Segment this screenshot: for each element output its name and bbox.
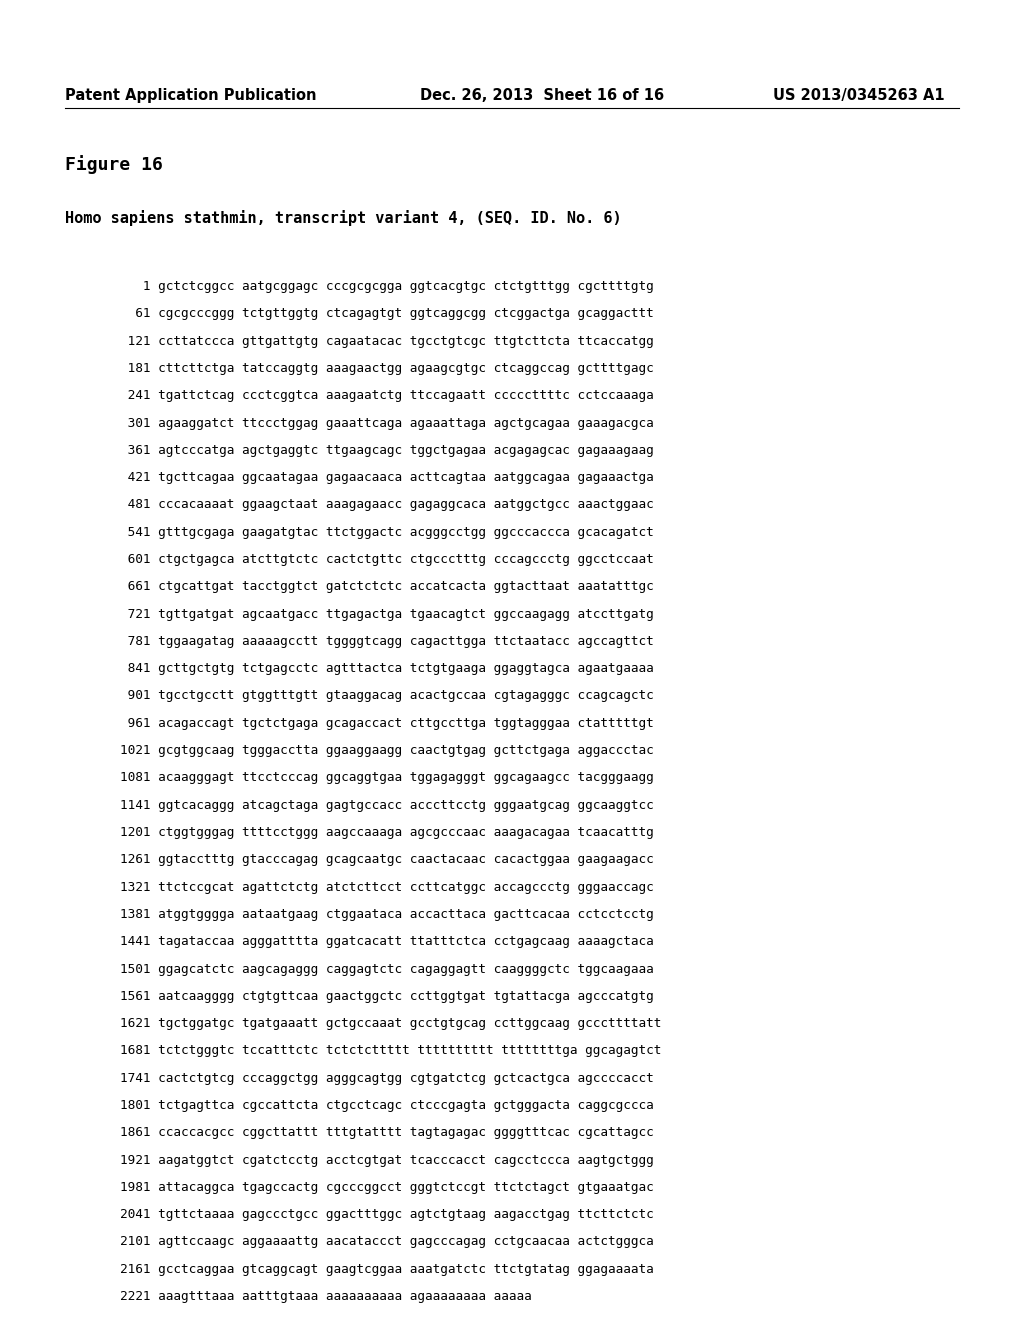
Text: 1921 aagatggtct cgatctcctg acctcgtgat tcacccacct cagcctccca aagtgctggg: 1921 aagatggtct cgatctcctg acctcgtgat tc…: [120, 1154, 653, 1167]
Text: 121 ccttatccca gttgattgtg cagaatacac tgcctgtcgc ttgtcttcta ttcaccatgg: 121 ccttatccca gttgattgtg cagaatacac tgc…: [120, 334, 653, 347]
Text: 181 cttcttctga tatccaggtg aaagaactgg agaagcgtgc ctcaggccag gcttttgagc: 181 cttcttctga tatccaggtg aaagaactgg aga…: [120, 362, 653, 375]
Text: 1501 ggagcatctc aagcagaggg caggagtctc cagaggagtt caaggggctc tggcaagaaa: 1501 ggagcatctc aagcagaggg caggagtctc ca…: [120, 962, 653, 975]
Text: 301 agaaggatct ttccctggag gaaattcaga agaaattaga agctgcagaa gaaagacgca: 301 agaaggatct ttccctggag gaaattcaga aga…: [120, 417, 653, 429]
Text: 1201 ctggtgggag ttttcctggg aagccaaaga agcgcccaac aaagacagaa tcaacatttg: 1201 ctggtgggag ttttcctggg aagccaaaga ag…: [120, 826, 653, 840]
Text: 1741 cactctgtcg cccaggctgg agggcagtgg cgtgatctcg gctcactgca agccccacct: 1741 cactctgtcg cccaggctgg agggcagtgg cg…: [120, 1072, 653, 1085]
Text: 1981 attacaggca tgagccactg cgcccggcct gggtctccgt ttctctagct gtgaaatgac: 1981 attacaggca tgagccactg cgcccggcct gg…: [120, 1181, 653, 1193]
Text: 361 agtcccatga agctgaggtc ttgaagcagc tggctgagaa acgagagcac gagaaagaag: 361 agtcccatga agctgaggtc ttgaagcagc tgg…: [120, 444, 653, 457]
Text: 661 ctgcattgat tacctggtct gatctctctc accatcacta ggtacttaat aaatatttgc: 661 ctgcattgat tacctggtct gatctctctc acc…: [120, 581, 653, 593]
Text: 2221 aaagtttaaa aatttgtaaa aaaaaaaaaa agaaaaaaaa aaaaa: 2221 aaagtttaaa aatttgtaaa aaaaaaaaaa ag…: [120, 1290, 531, 1303]
Text: 1321 ttctccgcat agattctctg atctcttcct ccttcatggc accagccctg gggaaccagc: 1321 ttctccgcat agattctctg atctcttcct cc…: [120, 880, 653, 894]
Text: 1 gctctcggcc aatgcggagc cccgcgcgga ggtcacgtgc ctctgtttgg cgcttttgtg: 1 gctctcggcc aatgcggagc cccgcgcgga ggtca…: [120, 280, 653, 293]
Text: Dec. 26, 2013  Sheet 16 of 16: Dec. 26, 2013 Sheet 16 of 16: [420, 88, 664, 103]
Text: 481 cccacaaaat ggaagctaat aaagagaacc gagaggcaca aatggctgcc aaactggaac: 481 cccacaaaat ggaagctaat aaagagaacc gag…: [120, 499, 653, 511]
Text: US 2013/0345263 A1: US 2013/0345263 A1: [773, 88, 945, 103]
Text: 1681 tctctgggtc tccatttctc tctctcttttt tttttttttt ttttttttga ggcagagtct: 1681 tctctgggtc tccatttctc tctctcttttt t…: [120, 1044, 662, 1057]
Text: 841 gcttgctgtg tctgagcctc agtttactca tctgtgaaga ggaggtagca agaatgaaaa: 841 gcttgctgtg tctgagcctc agtttactca tct…: [120, 663, 653, 676]
Text: 61 cgcgcccggg tctgttggtg ctcagagtgt ggtcaggcgg ctcggactga gcaggacttt: 61 cgcgcccggg tctgttggtg ctcagagtgt ggtc…: [120, 308, 653, 321]
Text: 421 tgcttcagaa ggcaatagaa gagaacaaca acttcagtaa aatggcagaa gagaaactga: 421 tgcttcagaa ggcaatagaa gagaacaaca act…: [120, 471, 653, 484]
Text: 1621 tgctggatgc tgatgaaatt gctgccaaat gcctgtgcag ccttggcaag gcccttttatt: 1621 tgctggatgc tgatgaaatt gctgccaaat gc…: [120, 1018, 662, 1030]
Text: 721 tgttgatgat agcaatgacc ttgagactga tgaacagtct ggccaagagg atccttgatg: 721 tgttgatgat agcaatgacc ttgagactga tga…: [120, 607, 653, 620]
Text: 1141 ggtcacaggg atcagctaga gagtgccacc acccttcctg gggaatgcag ggcaaggtcc: 1141 ggtcacaggg atcagctaga gagtgccacc ac…: [120, 799, 653, 812]
Text: 1021 gcgtggcaag tgggacctta ggaaggaagg caactgtgag gcttctgaga aggaccctac: 1021 gcgtggcaag tgggacctta ggaaggaagg ca…: [120, 744, 653, 758]
Text: 1081 acaagggagt ttcctcccag ggcaggtgaa tggagagggt ggcagaagcc tacgggaagg: 1081 acaagggagt ttcctcccag ggcaggtgaa tg…: [120, 771, 653, 784]
Text: 541 gtttgcgaga gaagatgtac ttctggactc acgggcctgg ggcccaccca gcacagatct: 541 gtttgcgaga gaagatgtac ttctggactc acg…: [120, 525, 653, 539]
Text: Figure 16: Figure 16: [65, 154, 163, 174]
Text: 961 acagaccagt tgctctgaga gcagaccact cttgccttga tggtagggaa ctatttttgt: 961 acagaccagt tgctctgaga gcagaccact ctt…: [120, 717, 653, 730]
Text: 601 ctgctgagca atcttgtctc cactctgttc ctgccctttg cccagccctg ggcctccaat: 601 ctgctgagca atcttgtctc cactctgttc ctg…: [120, 553, 653, 566]
Text: 1261 ggtacctttg gtacccagag gcagcaatgc caactacaac cacactggaa gaagaagacc: 1261 ggtacctttg gtacccagag gcagcaatgc ca…: [120, 853, 653, 866]
Text: 241 tgattctcag ccctcggtca aaagaatctg ttccagaatt cccccttttc cctccaaaga: 241 tgattctcag ccctcggtca aaagaatctg ttc…: [120, 389, 653, 403]
Text: 901 tgcctgcctt gtggtttgtt gtaaggacag acactgccaa cgtagagggc ccagcagctc: 901 tgcctgcctt gtggtttgtt gtaaggacag aca…: [120, 689, 653, 702]
Text: 1381 atggtgggga aataatgaag ctggaataca accacttaca gacttcacaa cctcctcctg: 1381 atggtgggga aataatgaag ctggaataca ac…: [120, 908, 653, 921]
Text: 2161 gcctcaggaa gtcaggcagt gaagtcggaa aaatgatctc ttctgtatag ggagaaaata: 2161 gcctcaggaa gtcaggcagt gaagtcggaa aa…: [120, 1263, 653, 1276]
Text: Homo sapiens stathmin, transcript variant 4, (SEQ. ID. No. 6): Homo sapiens stathmin, transcript varian…: [65, 210, 622, 226]
Text: 1801 tctgagttca cgccattcta ctgcctcagc ctcccgagta gctgggacta caggcgccca: 1801 tctgagttca cgccattcta ctgcctcagc ct…: [120, 1100, 653, 1111]
Text: 2041 tgttctaaaa gagccctgcc ggactttggc agtctgtaag aagacctgag ttcttctctc: 2041 tgttctaaaa gagccctgcc ggactttggc ag…: [120, 1208, 653, 1221]
Text: 1441 tagataccaa agggatttta ggatcacatt ttatttctca cctgagcaag aaaagctaca: 1441 tagataccaa agggatttta ggatcacatt tt…: [120, 935, 653, 948]
Text: Patent Application Publication: Patent Application Publication: [65, 88, 316, 103]
Text: 1861 ccaccacgcc cggcttattt tttgtatttt tagtagagac ggggtttcac cgcattagcc: 1861 ccaccacgcc cggcttattt tttgtatttt ta…: [120, 1126, 653, 1139]
Text: 1561 aatcaagggg ctgtgttcaa gaactggctc ccttggtgat tgtattacga agcccatgtg: 1561 aatcaagggg ctgtgttcaa gaactggctc cc…: [120, 990, 653, 1003]
Text: 2101 agttccaagc aggaaaattg aacataccct gagcccagag cctgcaacaa actctgggca: 2101 agttccaagc aggaaaattg aacataccct ga…: [120, 1236, 653, 1249]
Text: 781 tggaagatag aaaaagcctt tggggtcagg cagacttgga ttctaatacc agccagttct: 781 tggaagatag aaaaagcctt tggggtcagg cag…: [120, 635, 653, 648]
